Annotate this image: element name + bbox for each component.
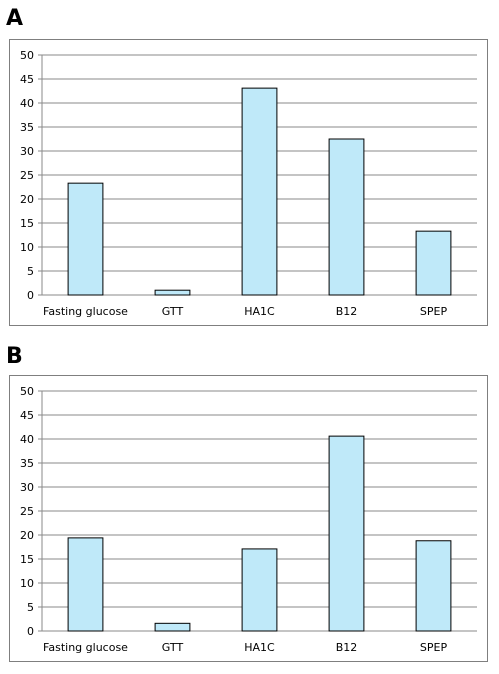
y-tick-label: 45	[20, 409, 34, 422]
y-tick-label: 30	[20, 481, 34, 494]
x-tick-label: HA1C	[244, 305, 275, 318]
y-tick-label: 15	[20, 553, 34, 566]
y-tick-label: 15	[20, 217, 34, 230]
bar-fasting-glucose	[67, 182, 104, 296]
bar-spep	[415, 540, 452, 632]
y-tick-label: 0	[27, 289, 34, 302]
x-tick-label: GTT	[162, 641, 184, 654]
y-tick-label: 5	[27, 601, 34, 614]
bar-chart-b: 0 5 10 15 20 25 30 35 40 45 50 Fasting glucose GTT HA…	[20, 385, 477, 654]
y-tick-label: 25	[20, 169, 34, 182]
x-tick-label: SPEP	[420, 305, 448, 318]
bar-b12	[328, 435, 365, 632]
y-tick-label: 45	[20, 73, 34, 86]
y-tick-label: 10	[20, 241, 34, 254]
bar-ha1c	[241, 548, 278, 632]
x-tick-label: Fasting glucose	[43, 641, 128, 654]
y-tick-label: 0	[27, 625, 34, 638]
bar-chart-a: 0 5 10 15 20 25 30 35 40 45 50 Fasting glucose GTT HA…	[20, 49, 477, 318]
x-tick-label: B12	[336, 641, 358, 654]
y-tick-label: 20	[20, 529, 34, 542]
bar-gtt	[154, 289, 191, 296]
y-tick-label: 50	[20, 49, 34, 62]
bar-spep	[415, 230, 452, 296]
y-tick-label: 20	[20, 193, 34, 206]
bar-fasting-glucose	[67, 537, 104, 632]
y-tick-label: 25	[20, 505, 34, 518]
y-tick-label: 30	[20, 145, 34, 158]
y-tick-label: 35	[20, 457, 34, 470]
chart-b: 0 5 10 15 20 25 30 35 40 45 50 Fasting glucose GTT HA…	[9, 375, 488, 662]
panel-label-b: B	[6, 344, 23, 369]
y-tick-label: 50	[20, 385, 34, 398]
y-tick-label: 35	[20, 121, 34, 134]
chart-a: 0 5 10 15 20 25 30 35 40 45 50 Fasting glucose GTT HA…	[9, 39, 488, 326]
bar-ha1c	[241, 87, 278, 296]
x-tick-label: HA1C	[244, 641, 275, 654]
x-tick-label: SPEP	[420, 641, 448, 654]
y-tick-label: 40	[20, 97, 34, 110]
y-tick-label: 40	[20, 433, 34, 446]
bar-gtt	[154, 622, 191, 632]
x-tick-label: B12	[336, 305, 358, 318]
y-tick-label: 5	[27, 265, 34, 278]
y-tick-label: 10	[20, 577, 34, 590]
x-tick-label: Fasting glucose	[43, 305, 128, 318]
panel-label-a: A	[6, 6, 24, 31]
x-tick-label: GTT	[162, 305, 184, 318]
bar-b12	[328, 138, 365, 296]
